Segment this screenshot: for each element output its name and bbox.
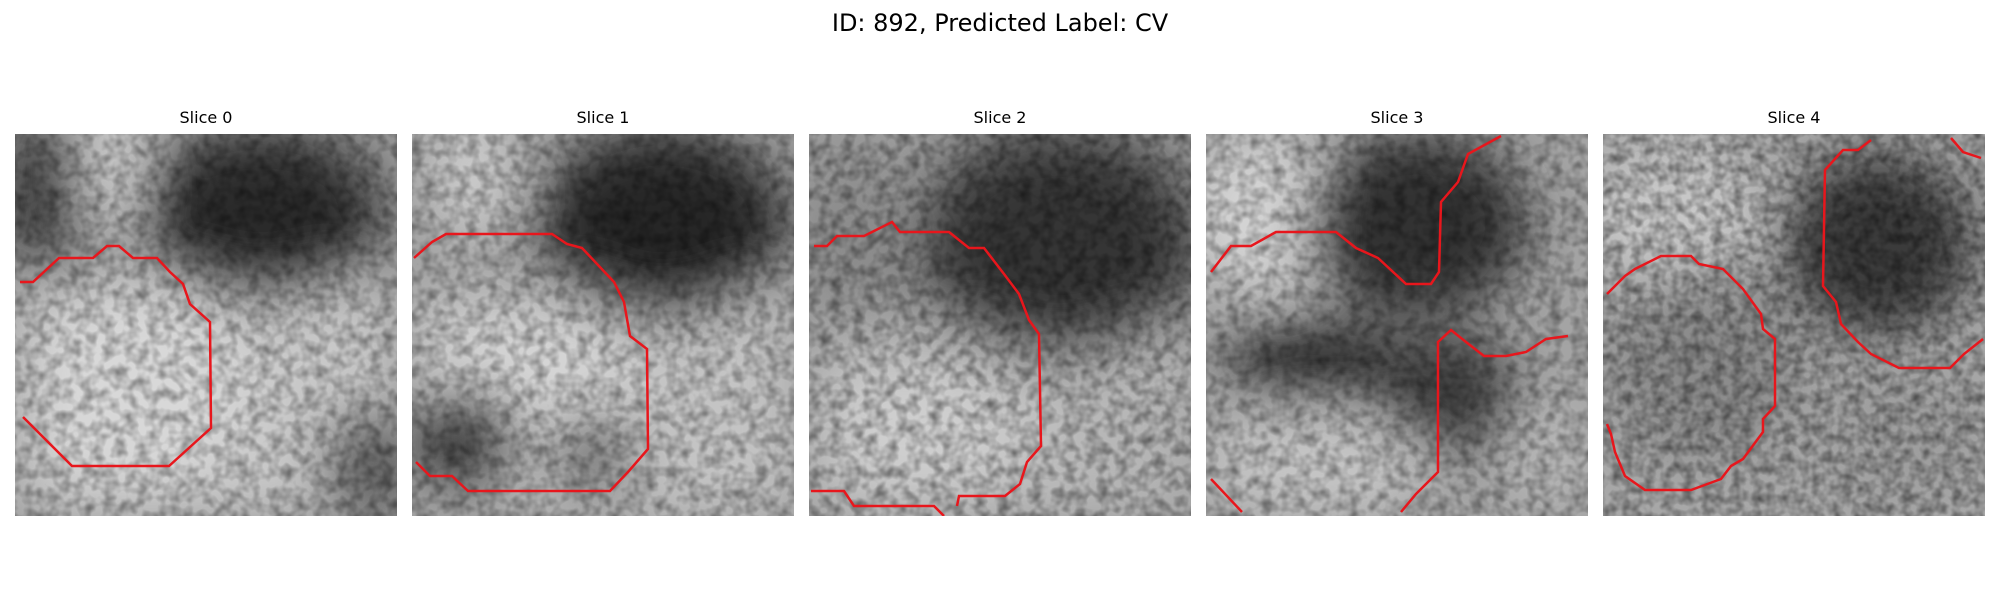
slice-image-0 [15, 134, 397, 516]
slice-panel-1: Slice 1 [412, 108, 794, 520]
slice-panel-2: Slice 2 [809, 108, 1191, 520]
slice-title-4: Slice 4 [1767, 108, 1821, 127]
slice-title-1: Slice 1 [576, 108, 630, 127]
contour-line [1950, 137, 1982, 160]
contour-line [811, 489, 945, 516]
slice-panel-3: Slice 3 [1206, 108, 1588, 520]
contour-line [1605, 254, 1777, 492]
contour-line [1210, 134, 1502, 286]
slice-image-4 [1603, 134, 1985, 516]
contour-line [1400, 328, 1569, 513]
slice-image-2 [809, 134, 1191, 516]
slice-panel-0: Slice 0 [15, 108, 397, 520]
contour-line [814, 220, 1043, 507]
slice-panel-4: Slice 4 [1603, 108, 1985, 520]
contour-line [20, 244, 213, 468]
slice-title-2: Slice 2 [973, 108, 1027, 127]
contour-line [1821, 139, 1984, 370]
slice-title-3: Slice 3 [1370, 108, 1424, 127]
slice-image-1 [412, 134, 794, 516]
slice-title-0: Slice 0 [179, 108, 233, 127]
contour-line [1210, 478, 1243, 513]
contour-line [413, 232, 650, 493]
figure-title: ID: 892, Predicted Label: CV [831, 9, 1169, 37]
slice-image-3 [1206, 134, 1588, 516]
